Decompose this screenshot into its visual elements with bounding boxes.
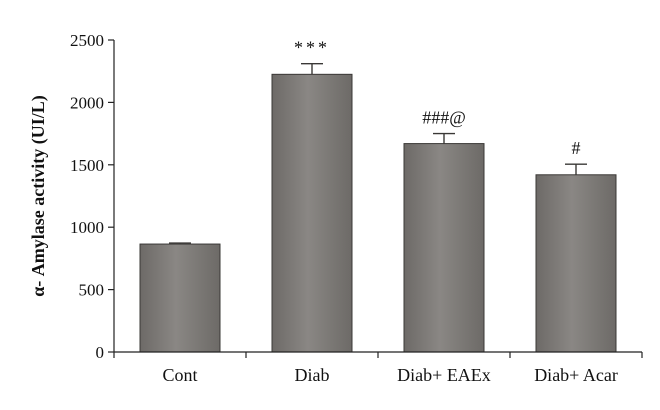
significance-label-3: #: [572, 138, 581, 158]
x-tick-label-3: Diab+ Acar: [534, 365, 618, 385]
bar-1: [271, 73, 353, 353]
y-tick-label-1: 500: [79, 281, 105, 300]
bar-2: [403, 143, 485, 353]
y-tick-label-3: 1500: [70, 156, 104, 175]
significance-label-1: ***: [294, 38, 330, 58]
y-tick-label-2: 1000: [70, 218, 104, 237]
x-tick-label-1: Diab: [295, 365, 330, 385]
y-tick-label-5: 2500: [70, 31, 104, 50]
y-axis-label: α- Amylase activity (UI/L): [28, 95, 49, 297]
bars-layer: [139, 73, 617, 353]
significance-label-2: ###@: [422, 108, 466, 128]
labels-layer: Cont Diab *** Diab+ EAEx ###@ Diab+ Acar #0 500…: [70, 31, 618, 385]
x-tick-label-2: Diab+ EAEx: [397, 365, 491, 385]
y-tick-label-4: 2000: [70, 93, 104, 112]
y-tick-label-0: 0: [96, 343, 105, 362]
x-tick-label-0: Cont: [162, 365, 197, 385]
error-bars-layer: [169, 63, 587, 245]
bar-0: [139, 243, 221, 353]
axes: [108, 39, 643, 358]
bar-3: [535, 174, 617, 353]
